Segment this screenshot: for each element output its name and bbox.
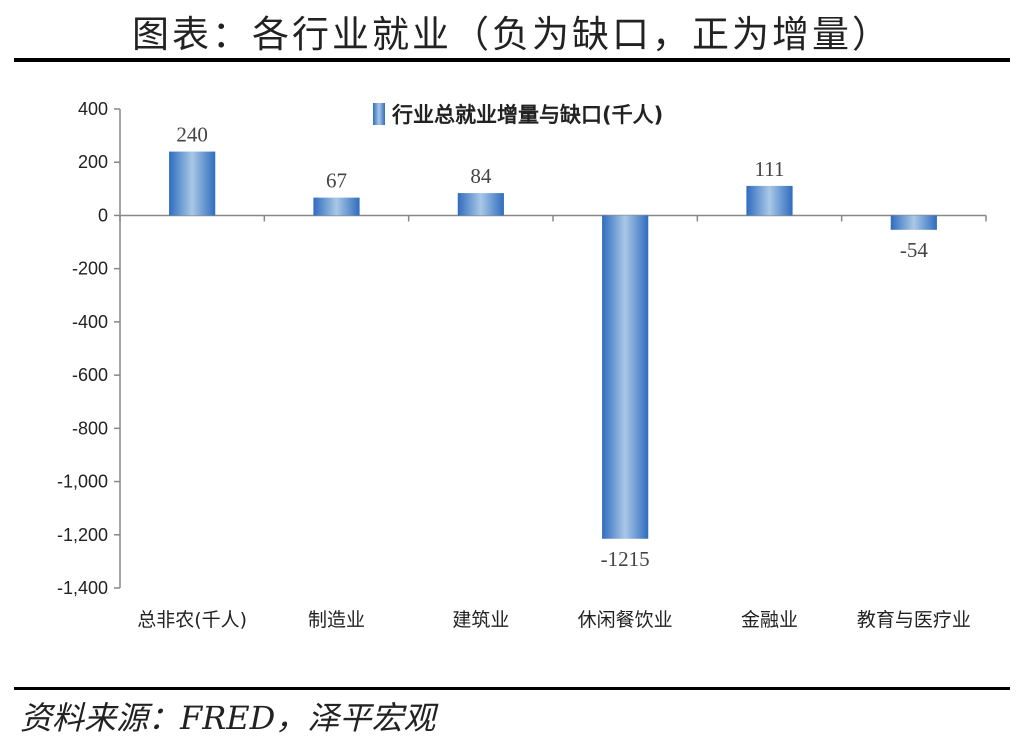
data-label: -1215 (601, 547, 650, 571)
data-label: 84 (470, 164, 492, 188)
data-label: 67 (326, 169, 347, 193)
title-rule (14, 58, 1010, 62)
bar (457, 193, 504, 216)
bar (313, 197, 360, 216)
source-note: 资料来源：FRED，泽平宏观 (20, 699, 436, 737)
y-tick-label: -1,400 (57, 578, 108, 598)
data-label: -54 (900, 238, 928, 262)
y-tick-label: 200 (78, 152, 108, 172)
y-tick-label: -1,200 (57, 525, 108, 545)
y-tick-label: -600 (72, 365, 108, 385)
legend: 行业总就业增量与缺口(千人) (373, 103, 663, 127)
x-tick-label: 制造业 (308, 609, 365, 631)
x-tick-label: 休闲餐饮业 (578, 609, 673, 631)
data-label: 111 (755, 157, 785, 181)
bar (169, 151, 216, 216)
data-label: 240 (176, 123, 208, 147)
legend-swatch (373, 103, 385, 125)
x-tick-label: 建筑业 (452, 609, 509, 631)
legend-label: 行业总就业增量与缺口(千人) (391, 103, 663, 127)
x-tick-label: 金融业 (741, 609, 798, 631)
y-tick-label: 0 (98, 205, 108, 225)
x-tick-label: 教育与医疗业 (857, 609, 971, 631)
bar (746, 185, 793, 216)
y-tick-label: -400 (72, 312, 108, 332)
bar (602, 215, 649, 539)
y-tick-label: -800 (72, 418, 108, 438)
chart-title: 图表：各行业就业（负为缺口，正为增量） (132, 13, 892, 56)
y-tick-label: -200 (72, 259, 108, 279)
y-tick-label: 400 (78, 99, 108, 119)
source-rule (14, 687, 1010, 690)
bar (890, 215, 937, 230)
x-tick-label: 总非农(千人) (137, 609, 247, 631)
y-tick-label: -1,000 (57, 472, 108, 492)
